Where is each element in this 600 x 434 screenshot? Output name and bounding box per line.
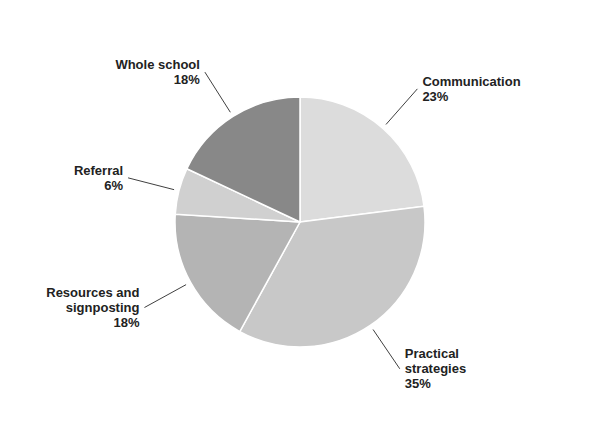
chart-svg: Communication23% Practicalstrategies35% Re… bbox=[0, 0, 600, 434]
data-label: 6% bbox=[104, 178, 123, 193]
leader-line bbox=[373, 330, 400, 369]
leader-line bbox=[144, 285, 186, 308]
pie-slice bbox=[187, 97, 300, 222]
data-label: 23% bbox=[422, 89, 448, 104]
category-label: strategies bbox=[405, 361, 466, 376]
slices bbox=[175, 97, 425, 347]
pie-slice bbox=[300, 97, 424, 222]
chart-container: Communication23% Practicalstrategies35% Re… bbox=[0, 0, 600, 434]
leader-line bbox=[386, 89, 417, 125]
category-label: Resources and bbox=[46, 285, 139, 300]
pie-slice bbox=[175, 214, 300, 331]
category-label: Practical bbox=[405, 346, 459, 361]
page: {"chart_data": {"type": "pie", "categori… bbox=[0, 0, 600, 434]
data-label: 18% bbox=[174, 72, 200, 87]
category-label: signposting bbox=[66, 300, 140, 315]
leader-line bbox=[205, 72, 230, 112]
category-label: Whole school bbox=[115, 57, 200, 72]
category-label: Communication bbox=[422, 74, 520, 89]
labels: Communication23% Practicalstrategies35% Re… bbox=[46, 57, 520, 391]
data-label: 18% bbox=[113, 315, 139, 330]
leader-line bbox=[128, 178, 174, 190]
data-label: 35% bbox=[405, 376, 431, 391]
category-label: Referral bbox=[74, 163, 123, 178]
